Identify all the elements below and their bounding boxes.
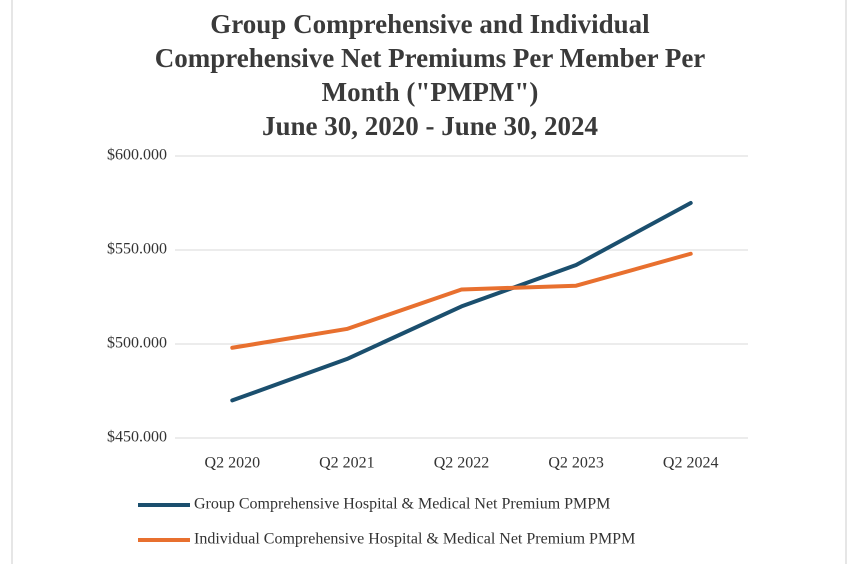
chart-title: Group Comprehensive and Individual <box>210 9 650 39</box>
x-tick-label: Q2 2024 <box>663 455 719 472</box>
chart-title: Month ("PMPM") <box>322 77 539 107</box>
x-tick-label: Q2 2023 <box>548 455 604 472</box>
y-tick-label: $500.000 <box>107 335 167 352</box>
chart-title: June 30, 2020 - June 30, 2024 <box>262 111 598 141</box>
x-tick-label: Q2 2022 <box>434 455 490 472</box>
series-line <box>230 201 693 403</box>
y-tick-label: $600.000 <box>107 147 167 164</box>
y-tick-label: $550.000 <box>107 241 167 258</box>
x-tick-label: Q2 2021 <box>319 455 375 472</box>
chart-title: Comprehensive Net Premiums Per Member Pe… <box>155 43 706 73</box>
y-tick-label: $450.000 <box>107 429 167 446</box>
series-line <box>230 251 693 350</box>
legend-label: Group Comprehensive Hospital & Medical N… <box>194 496 610 513</box>
legend-label: Individual Comprehensive Hospital & Medi… <box>194 531 635 548</box>
x-tick-label: Q2 2020 <box>205 455 261 472</box>
